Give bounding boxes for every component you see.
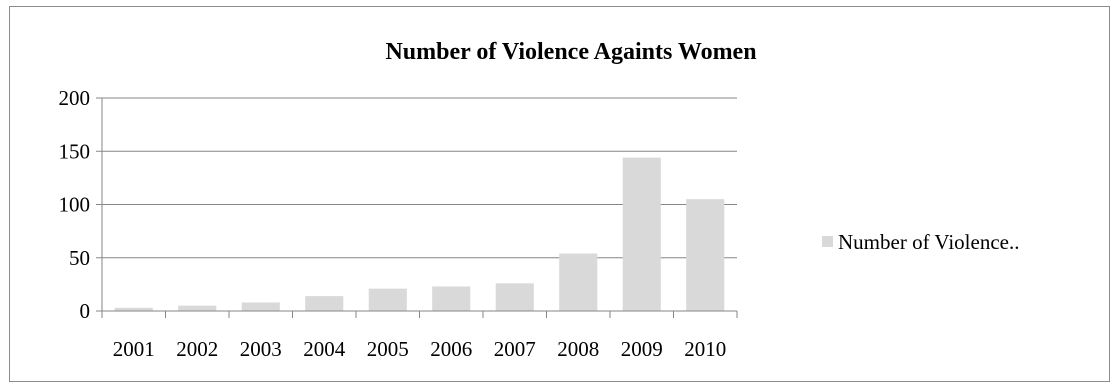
x-tick-label: 2007 [494, 337, 536, 361]
chart-frame: Number of Violence Againts Women 0 50 100 1… [9, 6, 1110, 382]
bar-2001 [114, 307, 153, 311]
bars [114, 157, 725, 311]
y-tick-label: 200 [59, 86, 91, 110]
y-tick-label: 100 [59, 193, 91, 217]
x-tick-label: 2004 [303, 337, 346, 361]
bar-2010 [686, 199, 725, 311]
bar-2004 [305, 296, 344, 311]
bar-2006 [432, 286, 471, 311]
y-tick-label: 0 [80, 299, 91, 323]
axes [96, 97, 738, 318]
legend-label: Number of Violence.. [838, 230, 1019, 254]
bar-2007 [495, 283, 534, 311]
bar-2003 [241, 302, 280, 311]
x-tick-label: 2009 [621, 337, 663, 361]
x-tick-label: 2010 [684, 337, 726, 361]
x-tick-label: 2005 [367, 337, 409, 361]
y-axis-tick-labels: 0 50 100 150 200 [59, 86, 91, 323]
x-tick-label: 2006 [430, 337, 472, 361]
bar-2008 [559, 253, 598, 311]
legend: Number of Violence.. [822, 230, 1019, 254]
bar-2009 [622, 157, 661, 311]
x-tick-label: 2002 [176, 337, 218, 361]
y-tick-label: 50 [69, 246, 90, 270]
bar-2002 [178, 305, 217, 311]
x-tick-label: 2003 [240, 337, 282, 361]
chart-title: Number of Violence Againts Women [385, 39, 756, 65]
y-tick-label: 150 [59, 139, 91, 163]
x-tick-label: 2008 [557, 337, 599, 361]
x-axis-tick-labels: 2001 2002 2003 2004 2005 2006 2007 2008 2009 2010 [113, 337, 727, 361]
bar-chart: Number of Violence Againts Women 0 50 100 1… [59, 39, 1020, 361]
x-tick-label: 2001 [113, 337, 155, 361]
legend-swatch [822, 236, 833, 247]
bar-2005 [368, 288, 407, 311]
